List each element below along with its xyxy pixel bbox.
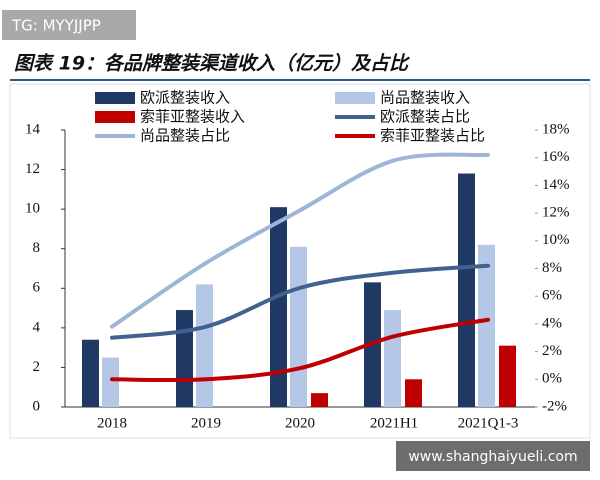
bar: [458, 173, 475, 407]
bar: [176, 310, 193, 407]
bar: [499, 345, 516, 407]
y-tick-label: 4: [33, 319, 41, 335]
watermark: TG: MYYJJPP: [11, 17, 101, 35]
bar: [290, 246, 307, 407]
y-tick-label: 8: [33, 240, 41, 256]
x-tick-label: 2020: [285, 415, 315, 431]
legend-label: 索菲亚整装占比: [380, 127, 485, 145]
bar: [478, 244, 495, 407]
watermark: www.shanghaiyueli.com: [408, 449, 577, 465]
x-tick-label: 2019: [191, 415, 221, 431]
chart-frame: [9, 83, 591, 439]
legend-label: 欧派整装收入: [140, 89, 230, 107]
legend-label: 尚品整装占比: [140, 127, 230, 145]
y2-tick-label: 18%: [542, 121, 570, 137]
watermark-box: [2, 10, 136, 40]
y2-tick-label: 12%: [542, 205, 570, 221]
chart-title: 图表 19：各品牌整装渠道收入（亿元）及占比: [14, 53, 410, 75]
y2-tick-label: 2%: [542, 343, 562, 359]
y-tick-label: 10: [25, 201, 40, 217]
bar: [311, 393, 328, 407]
y-tick-label: 0: [33, 398, 41, 414]
legend-swatch: [95, 111, 135, 123]
bar: [384, 310, 401, 407]
watermark-box: [396, 441, 590, 471]
y2-tick-label: 16%: [542, 149, 570, 165]
y-tick-label: 2: [33, 359, 41, 375]
y2-tick-label: -2%: [542, 398, 567, 414]
y2-tick-label: 0%: [542, 371, 562, 387]
y2-tick-label: 14%: [542, 177, 570, 193]
legend-label: 尚品整装收入: [380, 89, 470, 107]
bar: [102, 357, 119, 407]
x-tick-label: 2021Q1-3: [458, 415, 519, 431]
legend-swatch: [95, 92, 135, 104]
y2-tick-label: 8%: [542, 260, 562, 276]
legend-label: 索菲亚整装收入: [140, 108, 245, 126]
y-tick-label: 12: [25, 161, 40, 177]
y2-tick-label: 4%: [542, 315, 562, 331]
y-tick-label: 14: [25, 121, 41, 137]
y2-tick-label: 6%: [542, 288, 562, 304]
bar: [270, 207, 287, 407]
legend-swatch: [335, 92, 375, 104]
x-tick-label: 2021H1: [370, 415, 418, 431]
bar: [405, 379, 422, 407]
legend-label: 欧派整装占比: [380, 108, 470, 126]
bar: [82, 339, 99, 407]
line: [110, 152, 490, 329]
bar: [196, 284, 213, 407]
line: [110, 263, 490, 340]
line: [110, 317, 490, 383]
x-tick-label: 2018: [97, 415, 127, 431]
y-tick-label: 6: [33, 280, 41, 296]
y2-tick-label: 10%: [542, 232, 570, 248]
